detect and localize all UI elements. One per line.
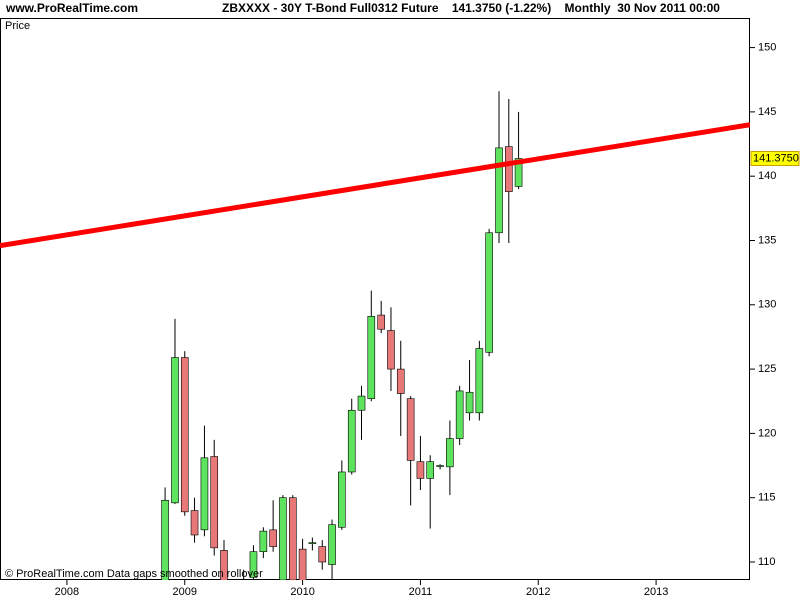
- last-price-tag: [750, 151, 800, 166]
- candle-body: [377, 314, 385, 330]
- candle-body: [387, 330, 395, 370]
- y-tick-label: 150: [758, 41, 776, 53]
- candle-body: [180, 357, 189, 513]
- site-name: www.ProRealTime.com: [5, 1, 138, 15]
- y-tick-label: 115: [758, 492, 776, 504]
- candle-body: [406, 398, 415, 461]
- candle-body: [416, 461, 425, 479]
- candle-body: [298, 548, 307, 580]
- y-axis-label: Price: [5, 20, 30, 32]
- y-tick-label: 140: [758, 170, 776, 182]
- candle-body: [485, 232, 493, 353]
- candle-body: [338, 471, 346, 528]
- candle-body: [357, 395, 366, 411]
- candle-body: [190, 510, 199, 536]
- candle-body: [220, 550, 228, 580]
- candle-body: [446, 438, 454, 468]
- x-tick-label: 2010: [290, 586, 314, 598]
- candle-body: [200, 457, 209, 531]
- last-price-label: 141.3750: [753, 152, 799, 164]
- x-tick-label: 2009: [173, 586, 197, 598]
- y-tick-label: 125: [758, 363, 776, 375]
- candle-body: [475, 348, 484, 414]
- candle-body: [249, 551, 258, 578]
- candle-body: [436, 465, 444, 467]
- x-tick-label: 2013: [644, 586, 668, 598]
- candle-body: [161, 499, 169, 580]
- candle-body: [259, 530, 268, 553]
- x-tick-label: 2011: [409, 586, 433, 598]
- x-tick-label: 2008: [55, 586, 79, 598]
- y-tick-label: 145: [758, 106, 776, 118]
- candle-body: [210, 456, 219, 549]
- candle-body: [308, 542, 317, 545]
- plot-area: [0, 91, 750, 580]
- footer-note: © ProRealTime.com Data gaps smoothed on …: [5, 568, 263, 580]
- candle-body: [495, 147, 503, 234]
- candle-body: [328, 524, 336, 565]
- candle-body: [318, 546, 327, 563]
- candle-body: [269, 529, 277, 547]
- candle-body: [279, 497, 287, 580]
- candle-body: [504, 146, 513, 192]
- candle-body: [514, 158, 523, 187]
- x-tick-label: 2012: [526, 586, 550, 598]
- y-tick-label: 120: [758, 427, 776, 439]
- candle-body: [455, 390, 464, 439]
- candle-body: [347, 409, 356, 473]
- candle-body: [367, 316, 376, 399]
- candle-body: [289, 497, 297, 580]
- candle-body: [426, 461, 435, 479]
- y-tick-label: 135: [758, 234, 776, 246]
- trend-line: [0, 122, 750, 249]
- candle-body: [171, 357, 179, 504]
- plot-frame: [0, 18, 750, 580]
- y-tick-label: 110: [758, 556, 776, 568]
- candle-body: [396, 368, 405, 394]
- chart-title: ZBXXXX - 30Y T-Bond Full0312 Future 141.…: [222, 1, 720, 15]
- y-tick-label: 130: [758, 299, 776, 311]
- candle-body: [465, 391, 474, 414]
